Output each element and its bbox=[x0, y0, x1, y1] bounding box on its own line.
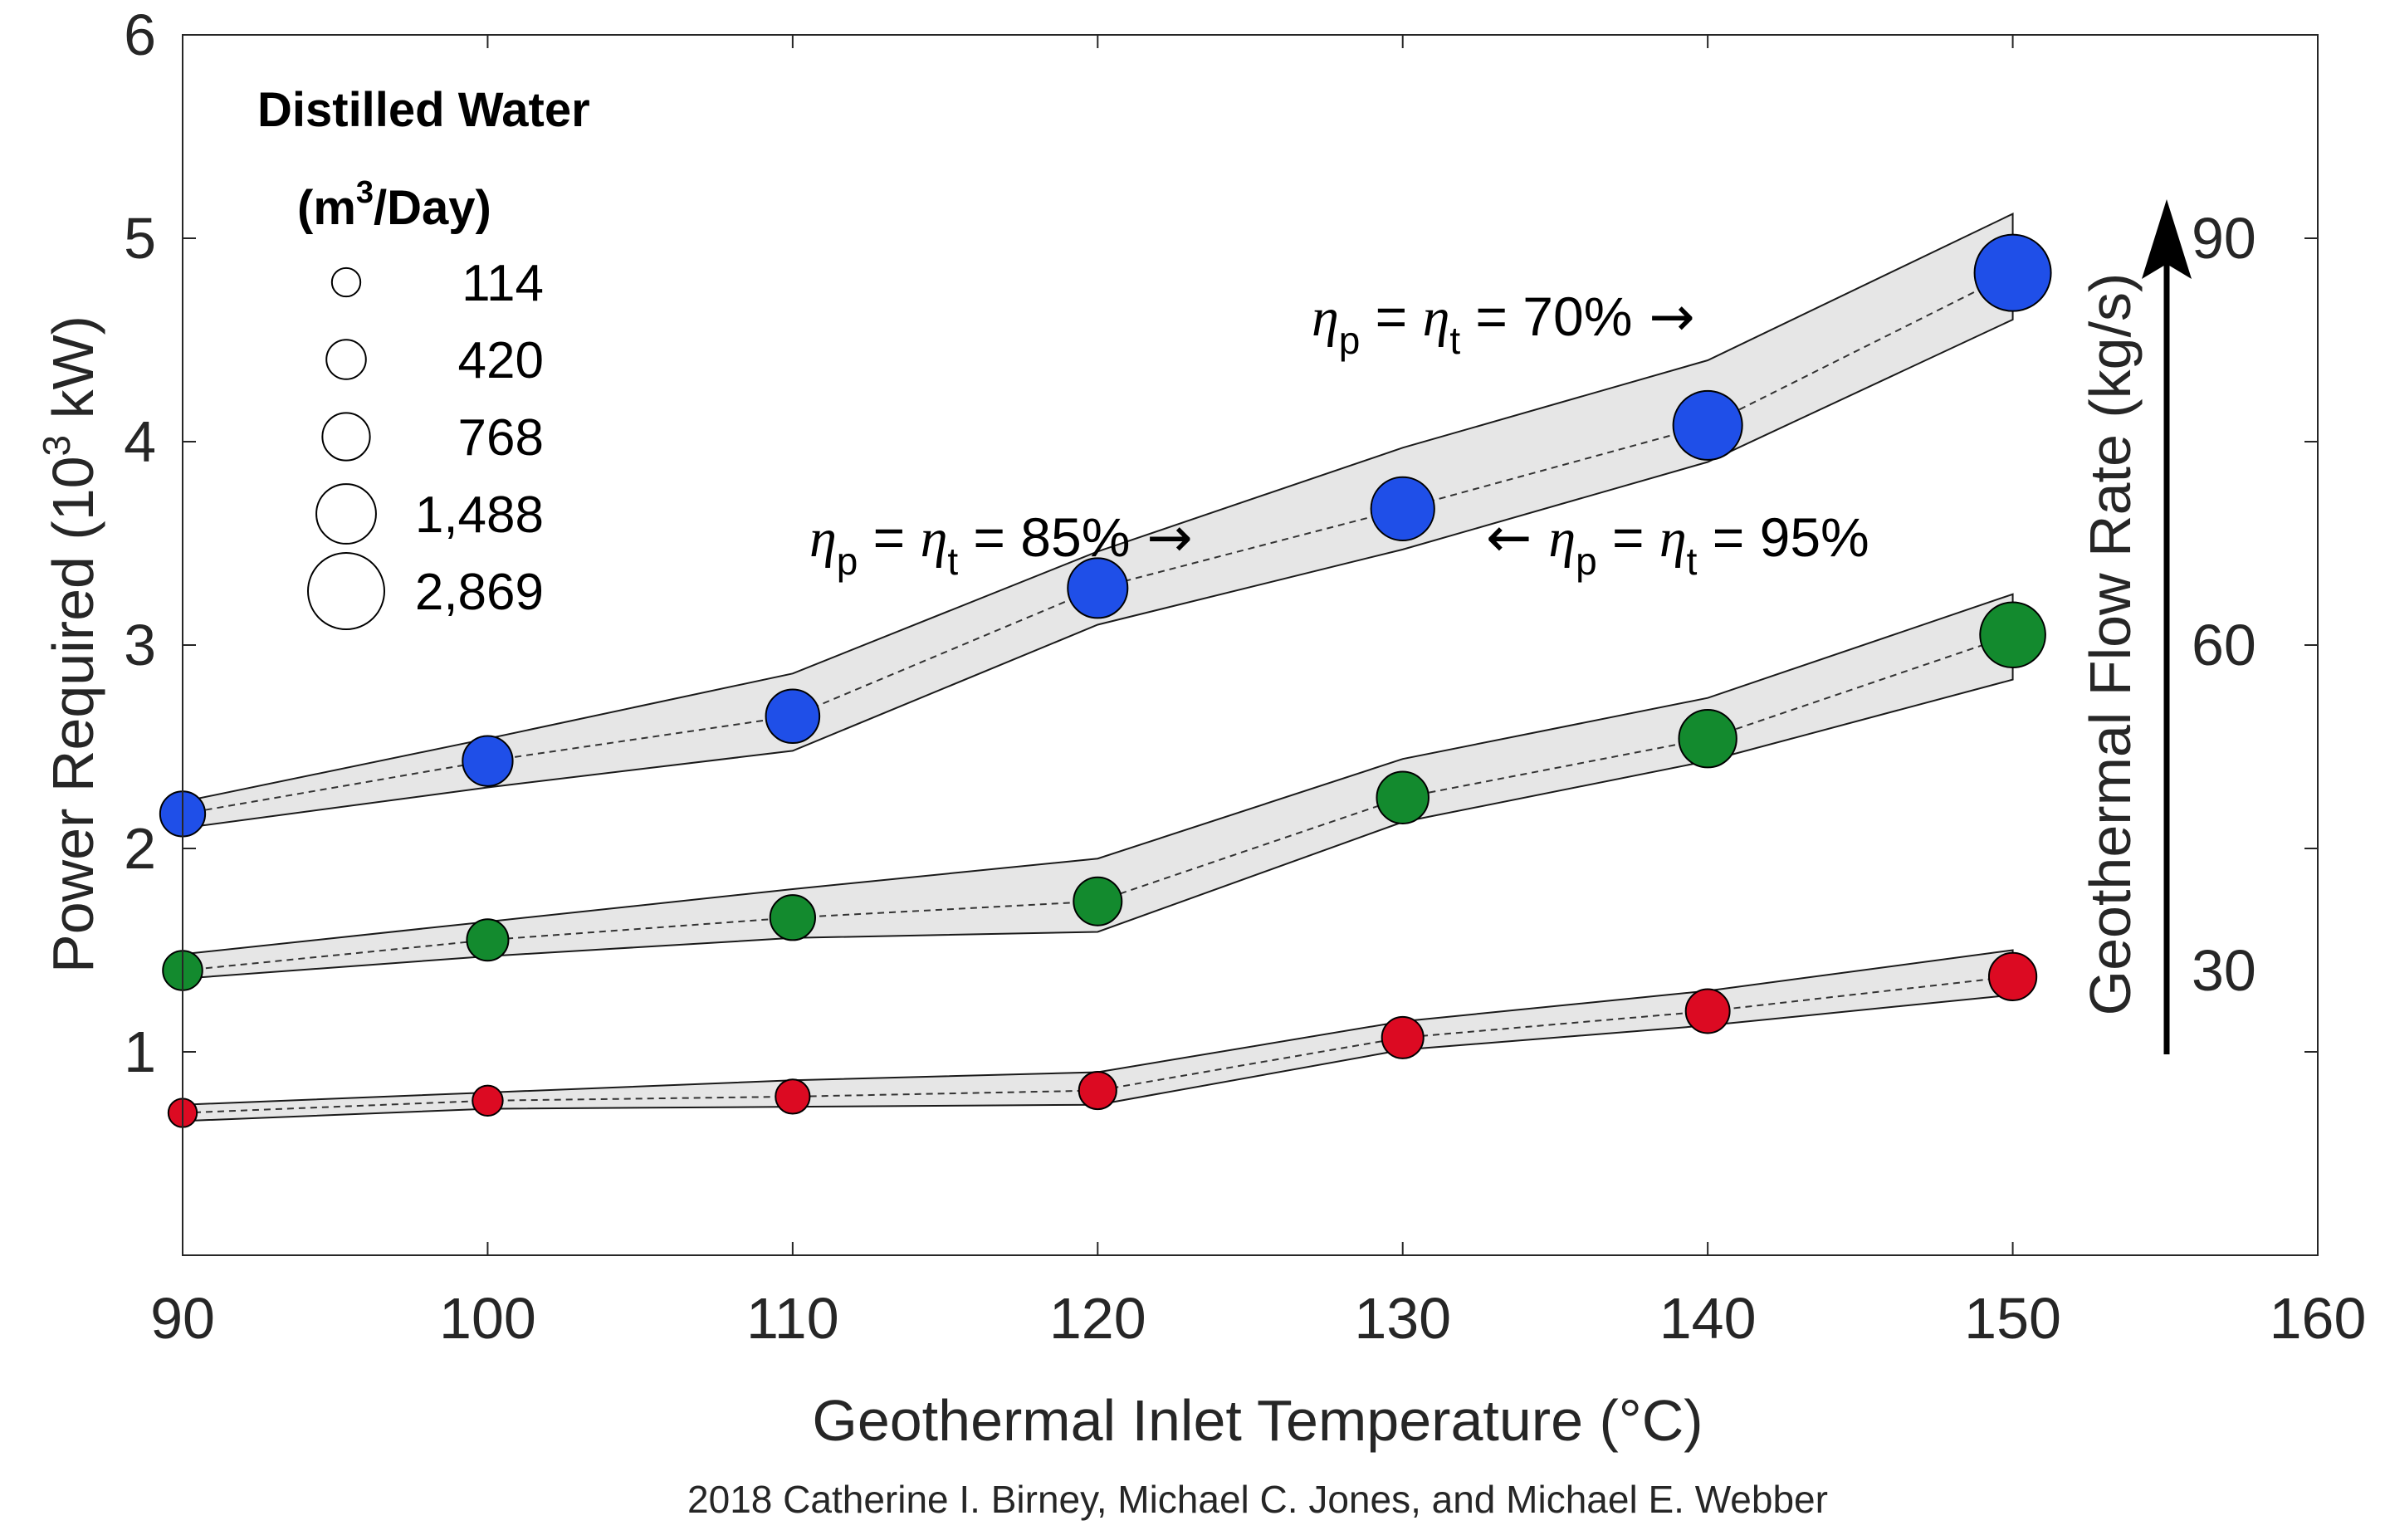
efficiency-band bbox=[182, 213, 2014, 829]
y-tick-label: 5 bbox=[124, 206, 156, 271]
y-tick-label: 1 bbox=[124, 1019, 156, 1084]
legend-label: 114 bbox=[462, 255, 544, 312]
data-point bbox=[775, 1078, 811, 1115]
legend-marker bbox=[330, 266, 362, 298]
data-point bbox=[765, 688, 821, 745]
legend-title-line1: Distilled Water bbox=[257, 83, 590, 137]
y-axis-label-main: Power Required (10 bbox=[41, 456, 105, 973]
legend-label: 2,869 bbox=[415, 564, 544, 621]
data-point bbox=[1684, 988, 1731, 1034]
annotation-eff85: ηp = ηt = 85% → bbox=[809, 506, 1193, 583]
data-point bbox=[1979, 601, 2046, 669]
legend-marker bbox=[307, 552, 385, 630]
legend-marker bbox=[321, 412, 371, 462]
y-tick-label: 3 bbox=[124, 613, 156, 677]
y-axis-label: Power Required (103 kW) bbox=[35, 315, 105, 973]
data-point bbox=[1672, 389, 1743, 461]
data-point bbox=[1987, 951, 2038, 1001]
legend-marker bbox=[325, 339, 367, 380]
data-point bbox=[472, 1084, 504, 1117]
legend-label: 420 bbox=[458, 332, 544, 389]
right-tick-label: 60 bbox=[2192, 613, 2256, 677]
y-axis-label-unit: kW) bbox=[41, 315, 105, 435]
data-points bbox=[159, 233, 2052, 1128]
legend-title-unit: /Day) bbox=[374, 181, 491, 235]
x-axis-ticks: 90 100 110 120 130 140 150 160 bbox=[150, 35, 2366, 1351]
flow-rate-arrow bbox=[2142, 199, 2192, 1054]
x-tick-label: 130 bbox=[1354, 1286, 1451, 1351]
annotation-eff95: ← ηp = ηt = 95% bbox=[1486, 506, 1869, 583]
x-tick-label: 100 bbox=[439, 1286, 536, 1351]
y-axis-label-exponent: 3 bbox=[35, 435, 78, 457]
legend-label: 1,488 bbox=[415, 486, 544, 544]
data-point bbox=[1370, 476, 1435, 541]
credit-line: 2018 Catherine I. Birney, Michael C. Jon… bbox=[687, 1478, 1828, 1521]
right-tick-label: 90 bbox=[2192, 206, 2256, 271]
x-tick-label: 160 bbox=[2270, 1286, 2367, 1351]
data-point bbox=[1678, 709, 1737, 769]
data-point bbox=[1078, 1070, 1117, 1111]
data-point bbox=[1376, 770, 1430, 825]
legend-label: 768 bbox=[458, 409, 544, 467]
y-axis-ticks: 1 2 3 4 5 6 bbox=[124, 2, 196, 1084]
data-point bbox=[466, 918, 510, 962]
legend-title-exponent: 3 bbox=[356, 175, 374, 210]
data-point bbox=[462, 735, 514, 787]
legend-entries: 114 420 768 1,488 2,869 bbox=[307, 255, 544, 630]
legend-title-line2: (m3/Day) bbox=[297, 175, 491, 235]
data-point bbox=[1973, 233, 2052, 312]
x-tick-label: 140 bbox=[1659, 1286, 1757, 1351]
right-axis-ticks: 90 60 30 bbox=[2192, 34, 2318, 1053]
legend-title-open: (m bbox=[297, 181, 356, 235]
x-tick-label: 90 bbox=[150, 1286, 215, 1351]
right-axis-label: Geothermal Flow Rate (kg/s) bbox=[2078, 273, 2143, 1016]
x-tick-label: 150 bbox=[1964, 1286, 2061, 1351]
y-tick-label: 4 bbox=[124, 409, 156, 474]
data-point bbox=[1381, 1015, 1425, 1059]
data-point bbox=[769, 894, 816, 941]
x-tick-label: 110 bbox=[746, 1286, 839, 1351]
x-tick-label: 120 bbox=[1049, 1286, 1146, 1351]
data-point bbox=[1067, 557, 1129, 619]
y-tick-label: 2 bbox=[124, 816, 156, 881]
right-tick-label: 30 bbox=[2192, 938, 2256, 1003]
y-tick-label: 6 bbox=[124, 2, 156, 67]
legend: Distilled Water (m3/Day) 114 420 768 1,488 2… bbox=[257, 83, 590, 630]
annotation-eff70: ηp = ηt = 70% → bbox=[1312, 285, 1695, 362]
data-point bbox=[1073, 876, 1123, 926]
x-axis-label: Geothermal Inlet Temperature (°C) bbox=[812, 1388, 1703, 1453]
legend-marker bbox=[315, 483, 377, 545]
